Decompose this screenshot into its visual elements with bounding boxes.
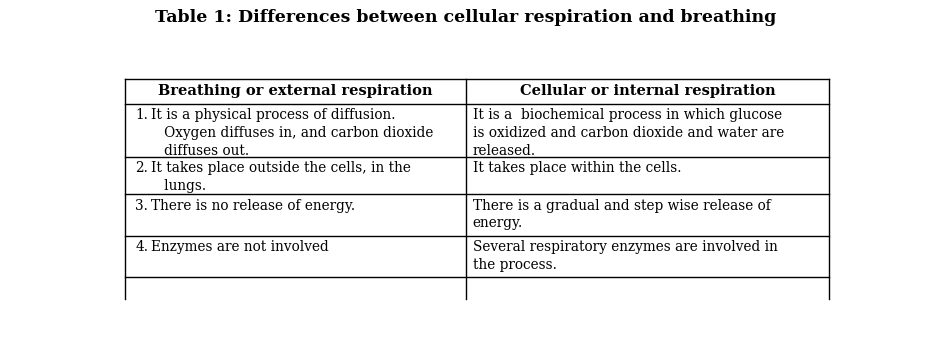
Text: 3.: 3. (135, 198, 148, 213)
Text: It takes place within the cells.: It takes place within the cells. (473, 161, 681, 175)
Text: Table 1: Differences between cellular respiration and breathing: Table 1: Differences between cellular re… (155, 9, 776, 26)
Text: Breathing or external respiration: Breathing or external respiration (158, 84, 433, 98)
Text: Enzymes are not involved: Enzymes are not involved (151, 240, 329, 254)
Text: 4.: 4. (135, 240, 148, 254)
Text: Several respiratory enzymes are involved in
the process.: Several respiratory enzymes are involved… (473, 240, 777, 272)
Text: It is a physical process of diffusion.
   Oxygen diffuses in, and carbon dioxide: It is a physical process of diffusion. O… (151, 108, 434, 158)
Text: 1.: 1. (135, 108, 148, 122)
Text: It is a  biochemical process in which glucose
is oxidized and carbon dioxide and: It is a biochemical process in which glu… (473, 108, 784, 158)
Text: There is no release of energy.: There is no release of energy. (151, 198, 355, 213)
Text: Cellular or internal respiration: Cellular or internal respiration (519, 84, 776, 98)
Text: It takes place outside the cells, in the
   lungs.: It takes place outside the cells, in the… (151, 161, 411, 193)
Text: 2.: 2. (135, 161, 148, 175)
Text: There is a gradual and step wise release of
energy.: There is a gradual and step wise release… (473, 198, 771, 230)
